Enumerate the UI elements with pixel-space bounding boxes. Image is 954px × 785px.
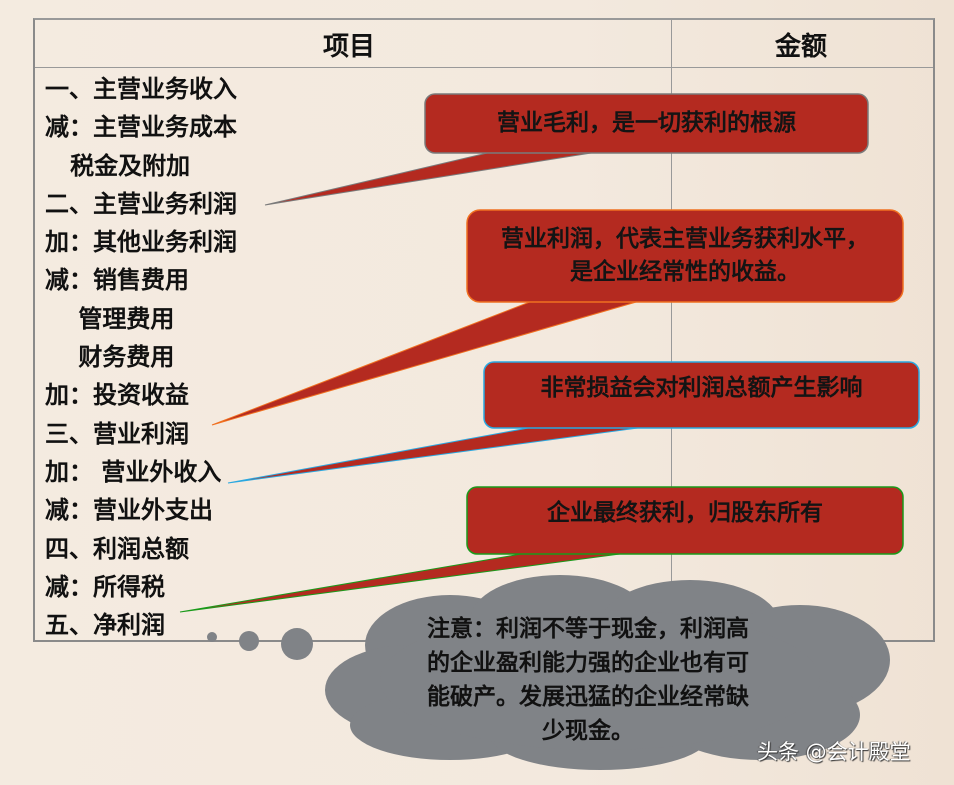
callout-operating-profit (211, 209, 904, 426)
header-item: 项目 (323, 32, 376, 62)
table-row: 加： 营业外收入 (45, 456, 222, 486)
table-row: 三、营业利润 (45, 418, 189, 448)
table-row: 五、净利润 (45, 610, 165, 640)
table-row: 减：主营业务成本 (45, 112, 237, 142)
header-divider (35, 67, 933, 68)
item-list: 一、主营业务收入 减：主营业务成本 税金及附加二、主营业务利润 加：其他业务利润 减：… (45, 70, 237, 644)
callout-gross-profit (264, 93, 869, 206)
table-row: 税金及附加 (45, 150, 191, 180)
callout-net-profit-text: 企业最终获利，归股东所有 (547, 499, 823, 526)
income-statement-table: 项目 金额 一、主营业务收入 减：主营业务成本 税金及附加二、主营业务利润 加：其他… (33, 18, 935, 642)
table-row: 二、主营业务利润 (45, 188, 237, 218)
table-row: 减：所得税 (45, 571, 165, 601)
table-row: 减：营业外支出 (45, 495, 213, 525)
callout-net-profit (179, 486, 904, 613)
table-row: 一、主营业务收入 (45, 74, 237, 103)
note-text: 注意：利润不等于现金，利润高的企业盈利能力强的企业也有可能破产。发展迅猛的企业经… (427, 615, 749, 744)
table-row: 财务费用 (45, 342, 175, 372)
watermark: 头条 @会计殿堂 (757, 740, 911, 764)
table-row: 加：其他业务利润 (45, 227, 237, 257)
column-divider (671, 20, 672, 640)
callout-gross-profit-text: 营业毛利，是一切获利的根源 (497, 109, 796, 136)
callout-operating-profit-text: 营业利润，代表主营业务获利水平， 是企业经常性的收益。 (501, 225, 869, 285)
table-row: 加：投资收益 (45, 380, 189, 410)
thought-cloud (207, 575, 890, 770)
table-row: 减：销售费用 (45, 265, 189, 295)
callout-non-recurring (227, 361, 920, 484)
table-row: 管理费用 (45, 303, 175, 333)
table-row: 四、利润总额 (45, 533, 189, 563)
callout-non-recurring-text: 非常损益会对利润总额产生影响 (540, 374, 863, 401)
header-amount: 金额 (775, 32, 828, 62)
